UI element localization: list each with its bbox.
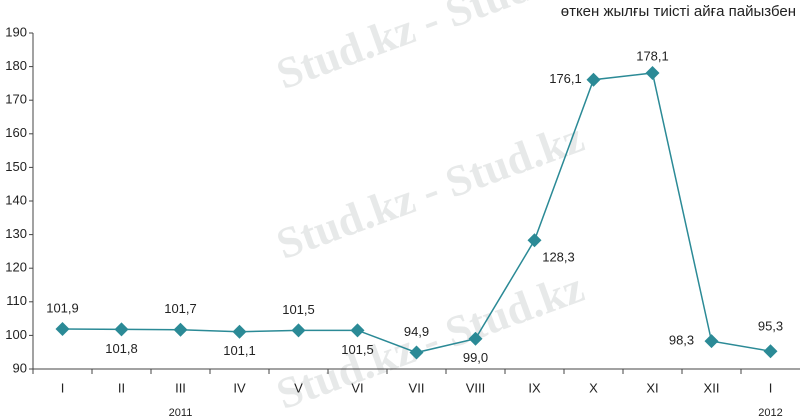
data-label: 176,1: [549, 71, 582, 86]
marker: [291, 323, 306, 338]
data-label: 101,8: [105, 341, 138, 356]
marker: [468, 331, 483, 346]
data-label: 101,9: [46, 300, 79, 315]
data-label: 178,1: [636, 48, 669, 63]
data-label: 128,3: [542, 250, 575, 265]
x-tick-label: VI: [351, 380, 363, 395]
marker: [55, 322, 70, 337]
year-label: 2012: [758, 407, 782, 419]
marker: [232, 324, 247, 339]
x-tick-label: X: [589, 380, 598, 395]
y-tick-label: 120: [5, 260, 27, 275]
marker: [173, 322, 188, 337]
y-tick-label: 150: [5, 159, 27, 174]
x-tick-label: II: [118, 380, 125, 395]
data-label: 101,1: [223, 343, 256, 358]
y-tick-label: 130: [5, 226, 27, 241]
marker: [114, 322, 129, 337]
data-label: 101,5: [341, 342, 374, 357]
data-label: 101,7: [164, 301, 197, 316]
x-tick-label: III: [175, 380, 186, 395]
data-label: 98,3: [669, 333, 694, 348]
marker: [645, 65, 660, 80]
y-tick-label: 140: [5, 192, 27, 207]
y-tick-label: 180: [5, 58, 27, 73]
y-tick-label: 110: [6, 293, 27, 308]
y-tick-label: 160: [5, 125, 27, 140]
x-tick-label: I: [61, 380, 65, 395]
y-tick-label: 100: [5, 327, 27, 342]
x-tick-label: IV: [233, 380, 246, 395]
x-tick-label: VII: [409, 380, 425, 395]
marker: [350, 323, 365, 338]
data-label: 95,3: [758, 319, 783, 334]
marker: [704, 334, 719, 349]
marker: [763, 344, 778, 359]
chart-title: өткен жылғы тиісті айға пайызбен: [561, 3, 796, 20]
marker: [586, 72, 601, 87]
x-tick-label: VIII: [466, 380, 486, 395]
x-tick-label: V: [294, 380, 303, 395]
watermark: Stud.kz - Stud.kz: [270, 262, 590, 418]
data-label: 101,5: [282, 302, 315, 317]
x-tick-label: XII: [704, 380, 720, 395]
y-tick-label: 190: [5, 24, 27, 39]
data-label: 94,9: [404, 324, 429, 339]
y-tick-label: 170: [5, 92, 27, 107]
data-label: 99,0: [463, 350, 488, 365]
marker: [409, 345, 424, 360]
watermark: Stud.kz - Stud.kz: [270, 112, 590, 268]
watermark: Stud.kz - Stud.kz: [270, 0, 590, 99]
x-tick-label: I: [769, 380, 773, 395]
marker: [527, 233, 542, 248]
year-label: 2011: [169, 407, 193, 419]
y-tick-label: 90: [13, 360, 27, 375]
x-tick-label: XI: [646, 380, 658, 395]
x-tick-label: IX: [528, 380, 541, 395]
